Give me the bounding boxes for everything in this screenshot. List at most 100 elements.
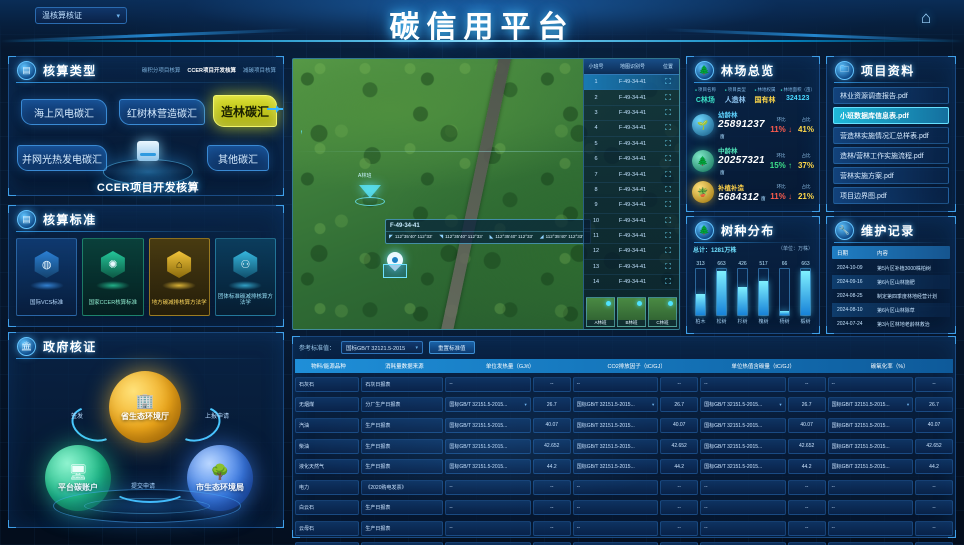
table-row[interactable]: 汽油 生产日报表 国标GB/T 32151.5-2015... 40.07 国标GB/T… — [295, 416, 954, 435]
locate-icon[interactable]: ⛶ — [665, 92, 671, 102]
cell-co2-standard[interactable]: 国标GB/T 32151.5-2015... ▾ — [572, 397, 659, 413]
cell-co2-value: 40.07 — [660, 417, 699, 433]
forest-map[interactable]: A林班 F-49-34-41 ◤ 112°35'40" 112°33' ◥ 11… — [292, 58, 680, 330]
table-row[interactable]: 10 F-49-34-41 ⛶ — [584, 214, 679, 229]
table-row[interactable]: 12 F-49-34-41 ⛶ — [584, 244, 679, 260]
thumbnail-caption: C林班 — [649, 320, 676, 326]
locate-icon[interactable]: ⛶ — [665, 123, 671, 133]
cell-date: 2024-08-10 — [837, 307, 863, 313]
table-row[interactable]: 2024-09-16 第6片区山林施肥 — [832, 275, 950, 289]
table-row[interactable]: 4 F-49-34-41 ⛶ — [584, 121, 679, 137]
table-row[interactable]: 5 F-49-34-41 ⛶ — [584, 137, 679, 152]
table-row[interactable]: 6 F-49-34-41 ⛶ — [584, 152, 679, 168]
table-row[interactable]: 2024-07-24 第3片区林地老龄林救治 — [832, 317, 950, 331]
tab-carbon-credit[interactable]: 碳积分项目核算 — [141, 68, 181, 74]
locate-icon[interactable]: ⛶ — [665, 107, 671, 117]
table-row[interactable]: 2024-08-10 第6片区山林除草 — [832, 303, 950, 317]
type-solar-thermal[interactable]: 并网光热发电碳汇 — [17, 145, 107, 171]
document-item[interactable]: 营造林实施情况汇总样表.pdf — [833, 127, 949, 144]
tab-ccer[interactable]: CCER项目开发核算 — [187, 68, 236, 74]
cell-co2-value: -- — [660, 520, 699, 536]
table-row[interactable]: 电力 《2020购电发票》 -- -- -- -- -- -- -- -- — [295, 478, 954, 497]
forest-overview-panel: 🌲 林场总览 项目名称 C林场 项目类型 人造林 林地权属 国有林 林地面积（亩… — [686, 56, 820, 212]
map-thumbnail[interactable]: A林班 — [586, 297, 615, 327]
cell-heat-standard: 国标GB/T 32151.5-2015... — [445, 541, 531, 545]
locate-icon[interactable]: ⛶ — [665, 154, 671, 164]
table-row[interactable]: 9 F-49-34-41 ⛶ — [584, 198, 679, 214]
cell-plot-no: 2 — [594, 94, 598, 101]
table-row[interactable]: 柴油 生产日报表 国标GB/T 32151.5-2015... 42.652 国标GB/… — [295, 437, 954, 456]
col-oxidation-rate: 碳氧化率（%） — [870, 364, 909, 370]
map-thumbnail[interactable]: C林班 — [648, 297, 677, 327]
map-table-body[interactable]: 1 F-49-34-41 ⛶ 2 F-49-34-41 ⛶ 3 F-49-34-41 ⛶ 4 F-4… — [584, 75, 679, 313]
cell-map-id: F-49-34-41 — [618, 248, 647, 255]
table-row[interactable]: 7 F-49-34-41 ⛶ — [584, 167, 679, 183]
type-afforestation[interactable]: 造林碳汇 — [213, 95, 277, 127]
document-item[interactable]: 营林实施方案.pdf — [833, 167, 949, 184]
corner-se-icon: ◢ — [539, 234, 544, 240]
cell-material: 汽油 — [295, 417, 360, 433]
table-row[interactable]: 2024-08-25 制定第四季度林地经营计划 — [832, 289, 950, 303]
map-beacon[interactable]: A林班 — [355, 173, 385, 209]
table-row[interactable]: 3 F-49-34-41 ⛶ — [584, 106, 679, 122]
table-row[interactable]: 碳生产日报表国标GB/T 32151.5-2015...45.236国标GB/T… — [295, 540, 954, 545]
document-item[interactable]: 林业资源调查报告.pdf — [833, 87, 949, 104]
cell-carbon-standard[interactable]: 国标GB/T 32151.5-2015... ▾ — [700, 397, 786, 413]
cell-source: 生产日报表 — [361, 520, 444, 536]
beacon-cone-icon — [359, 185, 381, 198]
type-other[interactable]: 其他碳汇 — [207, 145, 269, 171]
table-row[interactable]: 11 F-49-34-41 ⛶ — [584, 229, 679, 245]
cell-oxid-standard[interactable]: 国标GB/T 32151.5-2015... ▾ — [827, 397, 914, 413]
locate-icon[interactable]: ⛶ — [665, 169, 671, 179]
locate-icon[interactable]: ⛶ — [665, 215, 671, 225]
cell-co2-standard: 国标GB/T 32151.5-2015... — [572, 541, 659, 545]
cell-map-id: F-49-34-41 — [618, 186, 647, 193]
tab-reduction[interactable]: 减碳项目核算 — [242, 68, 276, 74]
table-row[interactable]: 液化天然气 生产日报表 国标GB/T 32151.5-2015... 44.2 国标GB… — [295, 457, 954, 476]
cell-material: 白云石 — [295, 500, 360, 516]
locate-icon[interactable]: ⛶ — [665, 246, 671, 256]
locate-icon[interactable]: ⛶ — [665, 77, 671, 87]
type-mangrove[interactable]: 红树林营造碳汇 — [119, 99, 205, 125]
locate-icon[interactable]: ⛶ — [665, 231, 671, 241]
standard-card-local[interactable]: ⌂ 地方碳减排核算方法学 — [148, 238, 210, 316]
locate-icon[interactable]: ⛶ — [665, 277, 671, 287]
locate-icon[interactable]: ⛶ — [665, 184, 671, 194]
table-row[interactable]: 云母石 生产日报表 -- -- -- -- -- -- -- -- — [295, 519, 954, 538]
cell-map-id: F-49-34-41 — [618, 233, 647, 240]
document-item[interactable]: 造林/营林工作实施流程.pdf — [833, 147, 949, 164]
table-row[interactable]: 石灰石 石灰日报表 -- -- -- -- -- -- -- -- — [295, 375, 954, 394]
document-item[interactable]: 项目边界图.pdf — [833, 187, 949, 204]
forest-stat-list: 🌱 幼龄林 25891237亩 环比 11% ↓ 占比 41% 🌲 中龄林 20257321亩 环比… — [687, 105, 819, 203]
locate-icon[interactable]: ⛶ — [665, 261, 671, 271]
node-provincial-bureau[interactable]: 🏢 省生态环境厅 — [109, 371, 181, 443]
table-row[interactable]: 13 F-49-34-41 ⛶ — [584, 260, 679, 276]
header-mode-selector[interactable]: 温核算核证 ▾ — [35, 7, 127, 24]
table-row[interactable]: 8 F-49-34-41 ⛶ — [584, 183, 679, 199]
standard-card-vcs[interactable]: ◍ 国际VCS标准 — [16, 238, 78, 316]
locate-icon[interactable]: ⛶ — [665, 138, 671, 148]
cell-heat-standard[interactable]: 国标GB/T 32151.5-2015... ▾ — [445, 397, 531, 413]
map-thumbnail[interactable]: B林班 — [617, 297, 646, 327]
cell-co2-standard: 国标GB/T 32151.5-2015... — [572, 438, 659, 454]
type-offshore-wind[interactable]: 海上风电碳汇 — [21, 99, 107, 125]
locate-icon[interactable]: ⛶ — [665, 200, 671, 210]
cell-text: 国标GB/T 32151.5-2015... — [576, 422, 635, 429]
standard-card-group[interactable]: ⚇ 团体标准碳减排核算方法学 — [214, 238, 276, 316]
table-row[interactable]: 1 F-49-34-41 ⛶ — [584, 75, 679, 91]
table-row[interactable]: 2024-10-09 第5片区补植3000株柏树 — [832, 261, 950, 275]
reset-standard-button[interactable]: 重置标准值 — [429, 341, 475, 354]
cell-oxid-value: 26.7 — [915, 397, 954, 413]
table-row[interactable]: 14 F-49-34-41 ⛶ — [584, 275, 679, 291]
standard-card-ccer[interactable]: ✺ 国家CCER核算标准 — [82, 238, 144, 316]
reference-standard-select[interactable]: 国标GB/T 32121.5-2015 ▾ — [341, 341, 424, 354]
document-item[interactable]: 小班数据库信息表.pdf — [833, 107, 949, 124]
folder-icon: 🗀 — [835, 60, 854, 80]
map-pin[interactable] — [383, 248, 407, 278]
cell-map-id: F-49-34-41 — [618, 263, 647, 270]
home-icon[interactable]: ⌂ — [920, 8, 932, 27]
table-row[interactable]: 2 F-49-34-41 ⛶ — [584, 90, 679, 106]
table-row[interactable]: 白云石 生产日报表 -- -- -- -- -- -- -- -- — [295, 499, 954, 518]
table-row[interactable]: 无烟煤 分厂生产日报表 国标GB/T 32151.5-2015... ▾ 26.7 国标G… — [295, 396, 954, 415]
meta-value: C林场 — [695, 97, 715, 104]
